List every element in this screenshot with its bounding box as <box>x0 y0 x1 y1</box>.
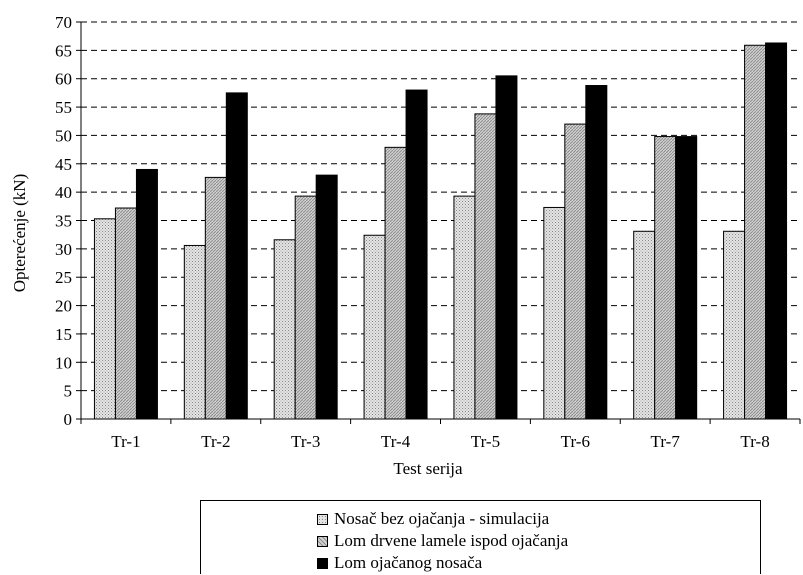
x-tick-label: Tr-4 <box>381 432 411 451</box>
legend-label: Lom drvene lamele ispod ojačanja <box>334 531 569 550</box>
y-tick-label: 5 <box>64 382 73 401</box>
legend-swatch-solid <box>317 557 328 569</box>
x-tick-label: Tr-3 <box>291 432 320 451</box>
legend: Nosač bez ojačanja - simulacija Lom drve… <box>200 500 761 574</box>
x-tick-label: Tr-2 <box>201 432 230 451</box>
bars <box>93 42 788 420</box>
y-tick-label: 40 <box>55 183 72 202</box>
y-tick-labels: 0 5 10 15 20 25 30 35 40 45 50 55 60 65 70 <box>55 13 72 429</box>
y-tick-label: 45 <box>55 155 72 174</box>
bar-tr-7-series-2 <box>654 136 677 420</box>
bar-tr-2-series-1 <box>183 244 206 420</box>
bar-tr-5-series-3 <box>495 75 518 420</box>
y-tick-label: 15 <box>55 325 72 344</box>
bar-tr-8-series-1 <box>723 230 746 420</box>
bar-tr-1-series-1 <box>93 218 116 420</box>
bar-tr-6-series-3 <box>585 85 608 420</box>
axes <box>76 21 801 424</box>
bar-tr-5-series-1 <box>453 195 476 420</box>
y-tick-label: 25 <box>55 268 72 287</box>
legend-swatch-hatch <box>317 535 328 547</box>
y-tick-label: 70 <box>55 13 72 32</box>
y-tick-label: 20 <box>55 297 72 316</box>
x-axis-title: Test serija <box>393 459 463 478</box>
bar-tr-8-series-2 <box>744 44 767 420</box>
bar-tr-4-series-3 <box>405 89 428 420</box>
bar-tr-6-series-2 <box>564 123 587 420</box>
bar-tr-3-series-3 <box>315 174 338 420</box>
bar-tr-3-series-2 <box>294 195 317 420</box>
legend-item-beam-failure: Lom ojačanog nosača <box>317 552 482 574</box>
x-tick-label: Tr-8 <box>740 432 769 451</box>
bar-tr-1-series-2 <box>114 207 137 420</box>
y-tick-label: 65 <box>55 41 72 60</box>
bar-tr-6-series-1 <box>543 206 566 420</box>
x-tick-label: Tr-5 <box>471 432 500 451</box>
bar-tr-7-series-3 <box>675 136 698 420</box>
x-tick-label: Tr-1 <box>111 432 140 451</box>
bar-tr-5-series-2 <box>474 113 497 420</box>
legend-label: Nosač bez ojačanja - simulacija <box>334 509 550 528</box>
y-tick-label: 35 <box>55 212 72 231</box>
bar-tr-1-series-3 <box>135 168 158 420</box>
legend-item-simulation: Nosač bez ojačanja - simulacija <box>317 508 549 530</box>
bar-tr-4-series-2 <box>384 146 407 420</box>
bar-tr-2-series-3 <box>225 92 248 420</box>
bar-tr-7-series-1 <box>633 230 656 420</box>
bar-tr-3-series-1 <box>273 239 296 420</box>
legend-swatch-dots <box>317 513 328 525</box>
x-tick-labels: Tr-1 Tr-2 Tr-3 Tr-4 Tr-5 Tr-6 Tr-7 Tr-8 <box>111 432 769 451</box>
y-tick-label: 30 <box>55 240 72 259</box>
x-tick-label: Tr-6 <box>561 432 590 451</box>
y-tick-label: 55 <box>55 98 72 117</box>
bar-tr-8-series-3 <box>765 42 788 420</box>
bar-tr-4-series-1 <box>363 234 386 420</box>
y-tick-label: 0 <box>64 410 73 429</box>
y-tick-label: 60 <box>55 70 72 89</box>
y-tick-label: 10 <box>55 353 72 372</box>
legend-item-lamella-failure: Lom drvene lamele ispod ojačanja <box>317 530 568 552</box>
y-tick-label: 50 <box>55 126 72 145</box>
legend-label: Lom ojačanog nosača <box>334 553 483 572</box>
y-axis-title: Opterećenje (kN) <box>10 174 29 292</box>
x-tick-label: Tr-7 <box>651 432 681 451</box>
bar-tr-2-series-2 <box>204 176 227 420</box>
